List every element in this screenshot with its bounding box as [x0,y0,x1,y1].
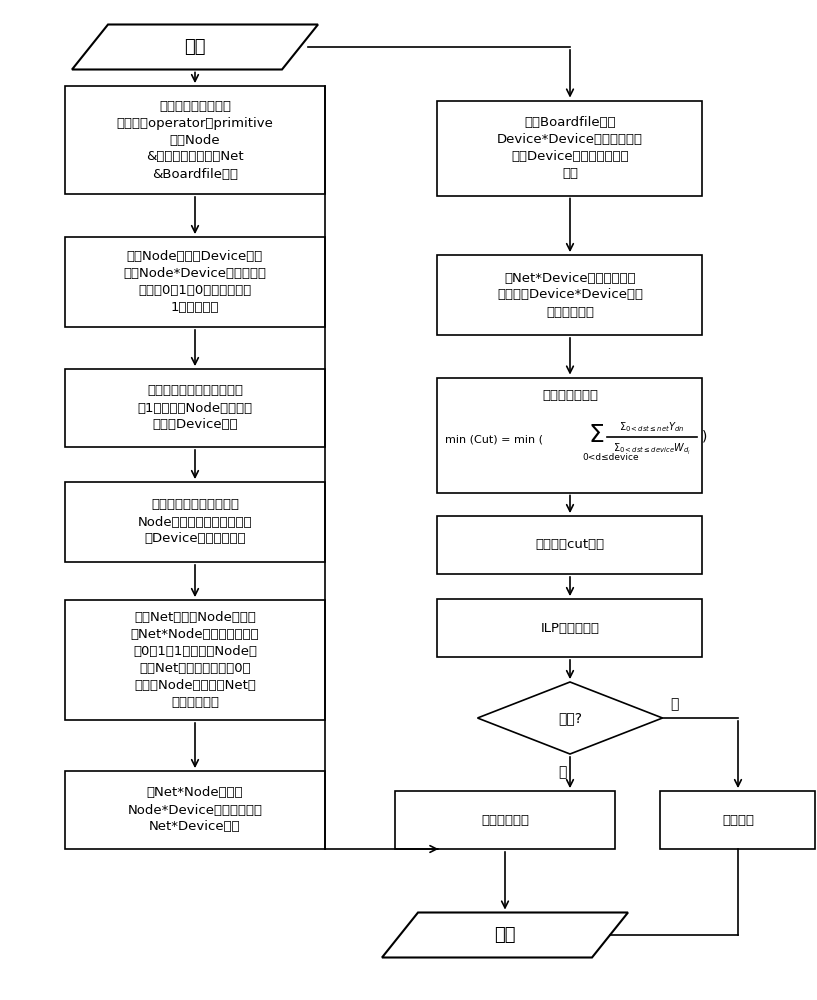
Text: 读取网表输入文件：
根据网表operator或primitive
构建Node
&根据网表互联构建Net
&Boardfile文件: 读取网表输入文件： 根据网表operator或primitive 构建Node … [117,100,274,180]
Text: 是: 是 [558,765,566,779]
Text: 否: 否 [670,697,679,711]
Text: 有解?: 有解? [558,711,582,725]
Text: $\Sigma$: $\Sigma$ [588,423,605,447]
Text: 将Net*Device矩阵中每一列
之和除以Device*Device矩阵
中每一列之和: 将Net*Device矩阵中每一列 之和除以Device*Device矩阵 中每… [497,271,643,318]
Text: 设置最小cut目标: 设置最小cut目标 [535,538,605,552]
Bar [437,101,703,196]
Bar [437,599,703,657]
Bar [65,482,325,562]
Bar [65,237,325,327]
Bar [660,791,815,849]
Polygon shape [477,682,663,754]
Text: 根据Node列表及Device列表
构建Node*Device矩阵。矩阵
元素为0或1。0表示未放置，
1表示放置。: 根据Node列表及Device列表 构建Node*Device矩阵。矩阵 元素为… [123,250,266,314]
Text: 设置目标函数为: 设置目标函数为 [542,389,598,402]
Text: 输出分割结果: 输出分割结果 [481,814,529,826]
Bar [437,516,703,574]
Text: 开始: 开始 [185,38,206,56]
Text: 0<d≤device: 0<d≤device [582,452,639,462]
Text: 将Net*Node矩阵与
Node*Device矩阵相乘得到
Net*Device矩阵: 将Net*Node矩阵与 Node*Device矩阵相乘得到 Net*Devic… [127,786,262,834]
Text: 报错退出: 报错退出 [722,814,754,826]
Bar [395,791,615,849]
Text: ): ) [702,430,708,444]
Text: 结束: 结束 [494,926,516,944]
Bar [437,377,703,492]
Bar [65,369,325,447]
Bar [437,255,703,335]
Text: 增加放置约束：每一行之和
为1。即一个Node只可以放
在一个Device中。: 增加放置约束：每一行之和 为1。即一个Node只可以放 在一个Device中。 [137,384,252,432]
Text: $\Sigma_{0<dst\leq net}Y_{dn}$: $\Sigma_{0<dst\leq net}Y_{dn}$ [619,420,685,434]
Text: min (Cut) = min (: min (Cut) = min ( [445,435,543,445]
Text: $\Sigma_{0<dst\leq device}W_{d_i}$: $\Sigma_{0<dst\leq device}W_{d_i}$ [613,441,691,457]
Polygon shape [72,24,318,70]
Text: ILP求解器求解: ILP求解器求解 [541,621,600,635]
Text: 根据Net列表及Node列表构
建Net*Node矩阵。矩阵元素
为0或1。1表示该列Node是
该行Net中的一个节点。0表
示该列Node不是该行Net中
: 根据Net列表及Node列表构 建Net*Node矩阵。矩阵元素 为0或1。1表… [131,611,259,709]
Bar [65,771,325,849]
Polygon shape [382,912,628,958]
Bar [65,86,325,194]
Text: 增加资源约束：每一列的
Node资源之和不大于该列所
指Device的资源约束。: 增加资源约束：每一列的 Node资源之和不大于该列所 指Device的资源约束。 [138,498,252,546]
Bar [65,600,325,720]
Text: 根据Boardfile构建
Device*Device矩阵，矩阵元
素为Device之间互联的承载
能力: 根据Boardfile构建 Device*Device矩阵，矩阵元 素为Devi… [497,116,643,180]
